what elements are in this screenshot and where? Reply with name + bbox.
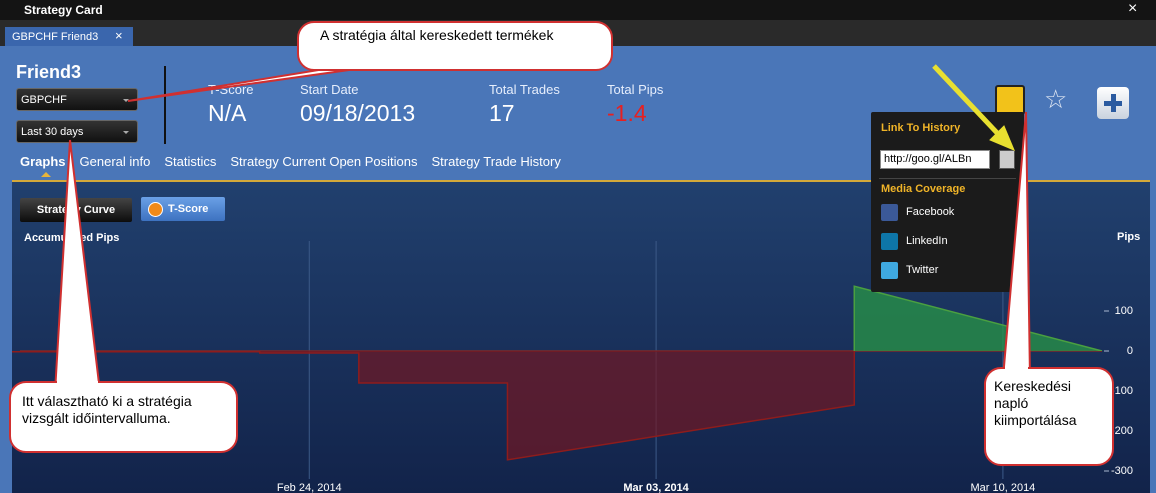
tab[interactable]: GBPCHF Friend3 × bbox=[5, 27, 133, 46]
tab-label: GBPCHF Friend3 bbox=[12, 31, 99, 43]
line bbox=[12, 351, 1102, 461]
media-link[interactable]: Twitter bbox=[906, 264, 939, 276]
line bbox=[853, 285, 1103, 351]
yellow-arrow bbox=[932, 64, 1015, 151]
tab-close[interactable]: × bbox=[115, 28, 123, 43]
strategy-name: Friend3 bbox=[16, 62, 82, 82]
media-link[interactable]: LinkedIn bbox=[906, 235, 948, 247]
favorite-star[interactable]: ☆ bbox=[1044, 84, 1068, 114]
stat-label: Start Date bbox=[300, 82, 359, 97]
popup-heading: Media Coverage bbox=[881, 183, 966, 195]
callout-text: A stratégia által kereskedett termékek bbox=[320, 27, 554, 43]
callout-text: Kereskedési napló kiimportálása bbox=[994, 378, 1077, 428]
product: GBPCHF bbox=[21, 94, 67, 106]
y-tick-label: -300 bbox=[1111, 465, 1133, 477]
nav-item[interactable]: Strategy Trade History bbox=[431, 154, 561, 169]
add-button[interactable] bbox=[1097, 87, 1129, 119]
period: Last 30 days bbox=[21, 126, 84, 138]
stat-value: N/A bbox=[208, 100, 247, 126]
close-button[interactable]: × bbox=[1128, 0, 1138, 17]
nav-indicator bbox=[41, 172, 51, 177]
y-tick-label: -100 bbox=[1111, 385, 1133, 397]
product-dropdown[interactable]: GBPCHF bbox=[16, 88, 138, 111]
x-tick-label: Feb 24, 2014 bbox=[277, 482, 342, 493]
separator bbox=[12, 180, 1150, 182]
nav: Graphs General info Statistics Strategy Cur… bbox=[20, 154, 575, 169]
title-bar: Strategy Card × bbox=[0, 0, 1156, 20]
y-tick-label: 0 bbox=[1127, 345, 1133, 357]
area bbox=[12, 351, 1102, 460]
nav-item[interactable]: Strategy Current Open Positions bbox=[230, 154, 418, 169]
import-icon[interactable] bbox=[999, 150, 1015, 169]
y-tick-label: -200 bbox=[1111, 425, 1133, 437]
stat-label: Total Pips bbox=[607, 82, 664, 97]
x-tick-label: Mar 10, 2014 bbox=[970, 482, 1035, 493]
x-tick-label: Mar 03, 2014 bbox=[623, 482, 689, 493]
callout-text: Itt választható ki a stratégia vizsgált … bbox=[22, 393, 192, 426]
nav-item[interactable]: Statistics bbox=[164, 154, 217, 169]
axis-title: Pips bbox=[1117, 231, 1141, 243]
share-popup: Link To History http://goo.gl/ALBn Media… bbox=[871, 112, 1024, 292]
window-title: Strategy Card bbox=[24, 3, 103, 17]
divider bbox=[164, 66, 166, 144]
chart-button[interactable]: T-Score bbox=[141, 197, 225, 221]
popup-heading: Link To History bbox=[881, 122, 961, 134]
stat-value: 09/18/2013 bbox=[300, 100, 416, 126]
stat-value: -1.4 bbox=[607, 100, 647, 126]
nav-item[interactable]: General info bbox=[79, 154, 151, 169]
stat-value: 17 bbox=[489, 100, 515, 126]
area bbox=[12, 286, 1102, 351]
y-tick-label: 100 bbox=[1115, 305, 1133, 317]
period-dropdown[interactable]: Last 30 days bbox=[16, 120, 138, 143]
stat-label: Total Trades bbox=[489, 82, 560, 97]
nav-item[interactable]: Graphs bbox=[20, 154, 66, 169]
button-label: T-Score bbox=[168, 203, 209, 215]
callout-shape bbox=[9, 21, 1114, 466]
link-field[interactable]: http://goo.gl/ALBn bbox=[880, 150, 990, 169]
media-link[interactable]: Facebook bbox=[906, 206, 955, 218]
